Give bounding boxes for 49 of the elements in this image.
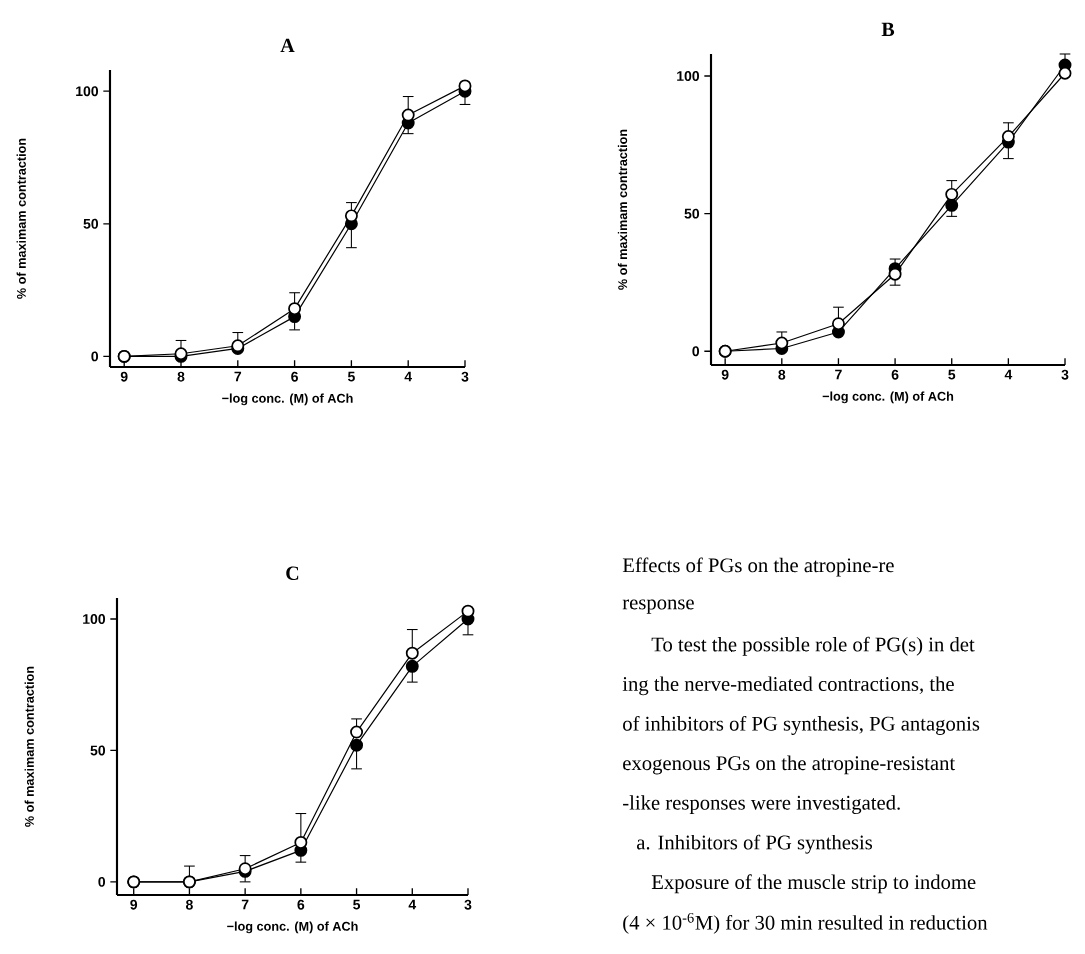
x-tick-label: 7 — [835, 369, 842, 380]
text: (4 × 10$^{-6}$M) for 30 min resulted in reduction — [623, 912, 988, 934]
text: Effects of PGs on the atropine-re — [622, 557, 894, 577]
x-tick-label: 3 — [464, 899, 472, 910]
x-tick-label: 3 — [1061, 369, 1069, 380]
x-axis-title: −log conc. (M) of ACh — [822, 391, 954, 404]
x-axis-title: −log conc. (M) of ACh — [222, 393, 353, 406]
x-tick-label: 9 — [721, 369, 729, 380]
x-tick-label: 5 — [347, 371, 355, 382]
chart-title: A — [280, 38, 295, 52]
x-axis-title: −log conc. (M) of ACh — [227, 921, 358, 934]
x-tick-label: 6 — [297, 899, 305, 910]
y-tick-label: 50 — [684, 208, 700, 219]
x-tick-label: 3 — [461, 371, 469, 382]
text: of inhibitors of PG synthesis, PG antagonis — [623, 715, 980, 735]
x-tick-label: 7 — [234, 371, 242, 382]
y-axis-title: % of maximam contraction — [24, 666, 34, 827]
x-tick-label: 8 — [778, 369, 786, 380]
text: a. Inhibitors of PG synthesis — [637, 834, 873, 854]
text: exogenous PGs on the atropine-resistant — [623, 755, 956, 775]
x-tick-label: 4 — [1004, 369, 1013, 380]
y-tick-label: 0 — [91, 351, 99, 362]
x-tick-label: 9 — [130, 899, 138, 910]
x-tick-label: 6 — [891, 369, 899, 380]
y-tick-label: 50 — [83, 218, 99, 229]
text: Exposure of the muscle strip to indome — [651, 874, 976, 894]
x-tick-label: 8 — [177, 371, 185, 382]
text: ing the nerve-mediated contractions, the — [622, 676, 954, 696]
chart-title: C — [286, 566, 299, 580]
x-tick-label: 8 — [185, 899, 193, 910]
y-tick-label: 100 — [83, 614, 106, 624]
y-axis-title: % of maximam contraction — [617, 129, 628, 290]
text: To test the possible role of PG(s) in det — [651, 636, 975, 656]
x-tick-label: 9 — [120, 371, 128, 382]
x-tick-label: 6 — [291, 371, 298, 382]
y-tick-label: 0 — [98, 876, 106, 887]
text: response — [622, 599, 694, 614]
x-tick-label: 4 — [404, 371, 412, 382]
y-tick-label: 0 — [692, 346, 700, 357]
x-tick-label: 5 — [353, 899, 361, 910]
text: -like responses were investigated. — [623, 795, 900, 814]
y-tick-label: 100 — [677, 71, 700, 81]
chart-title: B — [881, 22, 895, 36]
x-tick-label: 4 — [408, 899, 417, 910]
x-tick-label: 7 — [241, 899, 249, 910]
x-tick-label: 5 — [948, 369, 956, 380]
y-axis-title: % of maximam contraction — [16, 138, 26, 299]
y-tick-label: 50 — [90, 745, 106, 756]
y-tick-label: 100 — [76, 86, 99, 97]
